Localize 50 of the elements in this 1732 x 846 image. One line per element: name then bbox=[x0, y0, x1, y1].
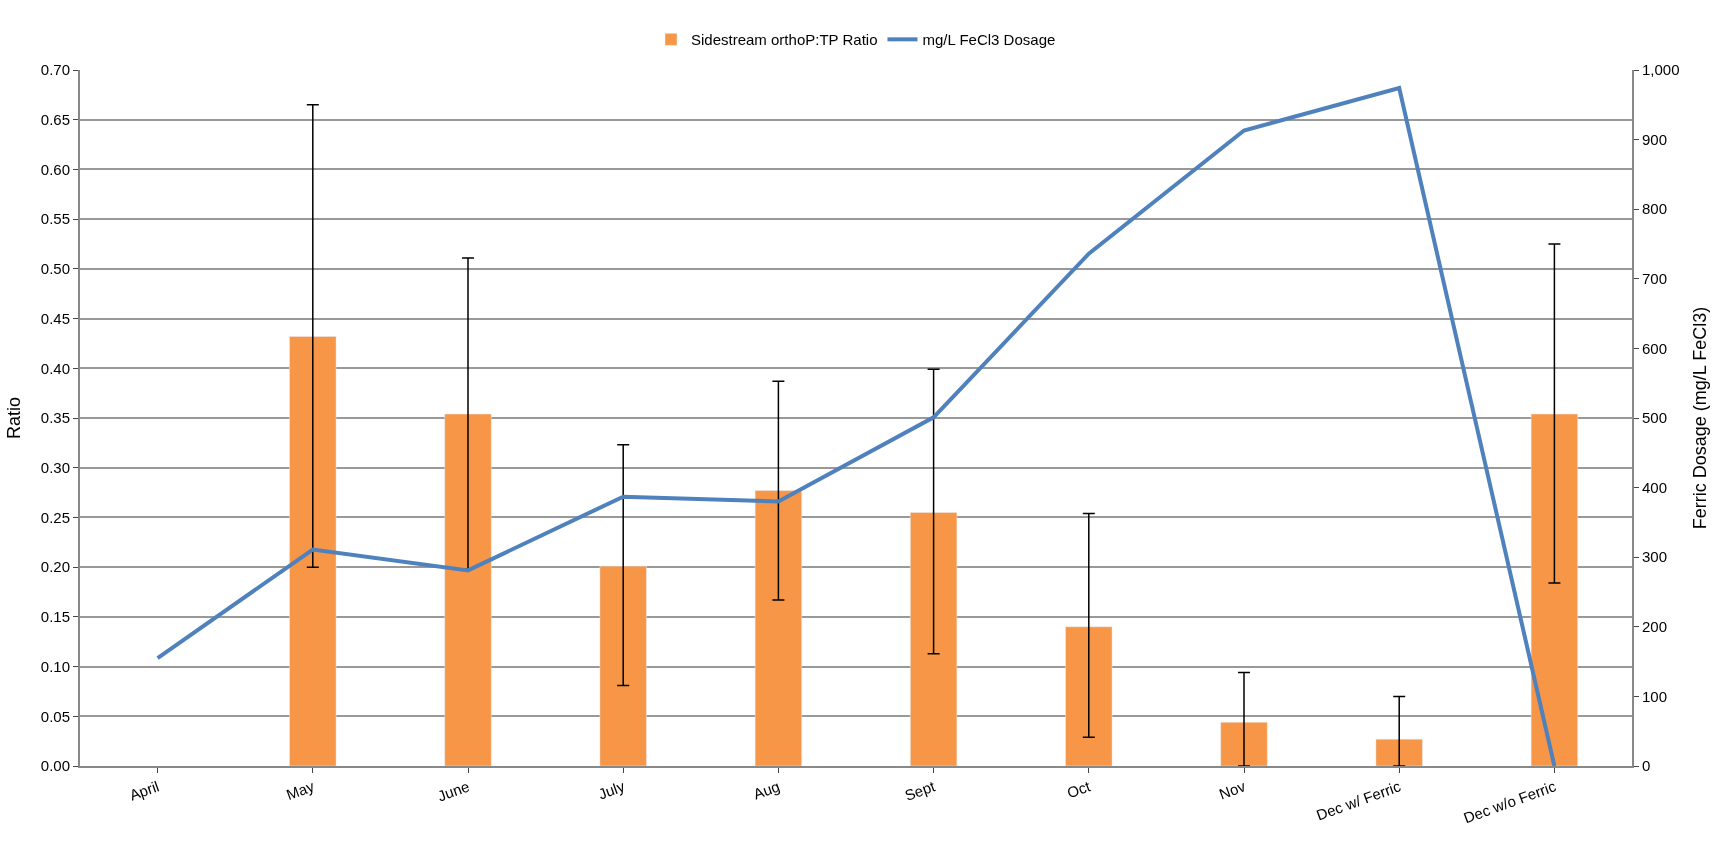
bar bbox=[754, 490, 802, 766]
y-tick-label: 0.40 bbox=[40, 359, 70, 377]
x-tick-label: July bbox=[595, 777, 628, 803]
x-tick-label: Sept bbox=[902, 777, 938, 804]
y-tick-label: 0.35 bbox=[40, 409, 70, 427]
y-tick-label: 0.05 bbox=[40, 707, 70, 725]
y-tick-label: 0.25 bbox=[40, 508, 70, 526]
x-tick-label: May bbox=[283, 777, 317, 804]
y2-tick-label: 500 bbox=[1642, 409, 1668, 427]
y2-axis-title: Ferric Dosage (mg/L FeCl3) bbox=[1690, 306, 1711, 530]
y-tick-label: 0.10 bbox=[40, 657, 70, 675]
bar bbox=[1530, 413, 1578, 766]
y2-tick-label: 200 bbox=[1642, 618, 1668, 636]
y2-tick-label: 300 bbox=[1642, 548, 1668, 566]
y-axis-title: Ratio bbox=[4, 396, 25, 440]
bar bbox=[1220, 722, 1268, 766]
bar bbox=[444, 413, 492, 766]
bar bbox=[599, 565, 647, 766]
y-tick-label: 0.20 bbox=[40, 558, 70, 576]
y-tick-label: 0.50 bbox=[40, 260, 70, 278]
y2-tick-label: 400 bbox=[1642, 478, 1668, 496]
y2-tick-label: 700 bbox=[1642, 270, 1668, 288]
y2-tick-label: 900 bbox=[1642, 130, 1668, 148]
line-series bbox=[155, 86, 1557, 766]
y2-tick-label: 100 bbox=[1642, 687, 1668, 705]
y-tick-label: 0.65 bbox=[40, 110, 70, 128]
legend-label: Sidestream orthoP:TP Ratio bbox=[691, 31, 878, 49]
y2-tick-label: 1,000 bbox=[1642, 61, 1680, 79]
x-tick-label: Dec w/o Ferric bbox=[1461, 777, 1559, 827]
y2-tick-label: 0 bbox=[1642, 757, 1651, 775]
y-tick-label: 0.60 bbox=[40, 160, 70, 178]
bar bbox=[910, 512, 958, 766]
bar bbox=[1375, 738, 1423, 766]
y-tick-label: 0.30 bbox=[40, 458, 70, 476]
y-tick-label: 0.15 bbox=[40, 608, 70, 626]
x-tick-label: June bbox=[435, 777, 472, 805]
x-tick-label: Oct bbox=[1064, 777, 1094, 802]
bar bbox=[1065, 626, 1113, 766]
y2-tick-label: 800 bbox=[1642, 200, 1668, 218]
x-tick-label: Aug bbox=[751, 777, 782, 803]
y-tick-label: 0.00 bbox=[40, 757, 70, 775]
y-tick-label: 0.70 bbox=[40, 61, 70, 79]
x-tick-label: April bbox=[127, 777, 162, 804]
y2-tick-label: 600 bbox=[1642, 339, 1668, 357]
y-tick-label: 0.45 bbox=[40, 309, 70, 327]
x-tick-label: Nov bbox=[1216, 777, 1249, 803]
x-tick-label: Dec w/ Ferric bbox=[1313, 777, 1404, 824]
legend-label: mg/L FeCl3 Dosage bbox=[922, 31, 1056, 49]
bar bbox=[289, 336, 337, 766]
y-tick-label: 0.55 bbox=[40, 210, 70, 228]
